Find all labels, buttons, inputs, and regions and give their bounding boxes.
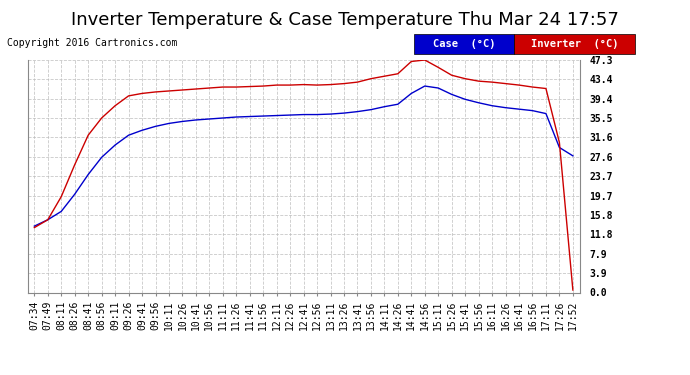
Text: Inverter Temperature & Case Temperature Thu Mar 24 17:57: Inverter Temperature & Case Temperature … <box>71 11 619 29</box>
Text: Copyright 2016 Cartronics.com: Copyright 2016 Cartronics.com <box>7 38 177 48</box>
Text: Inverter  (°C): Inverter (°C) <box>531 39 618 49</box>
Text: Case  (°C): Case (°C) <box>433 39 495 49</box>
